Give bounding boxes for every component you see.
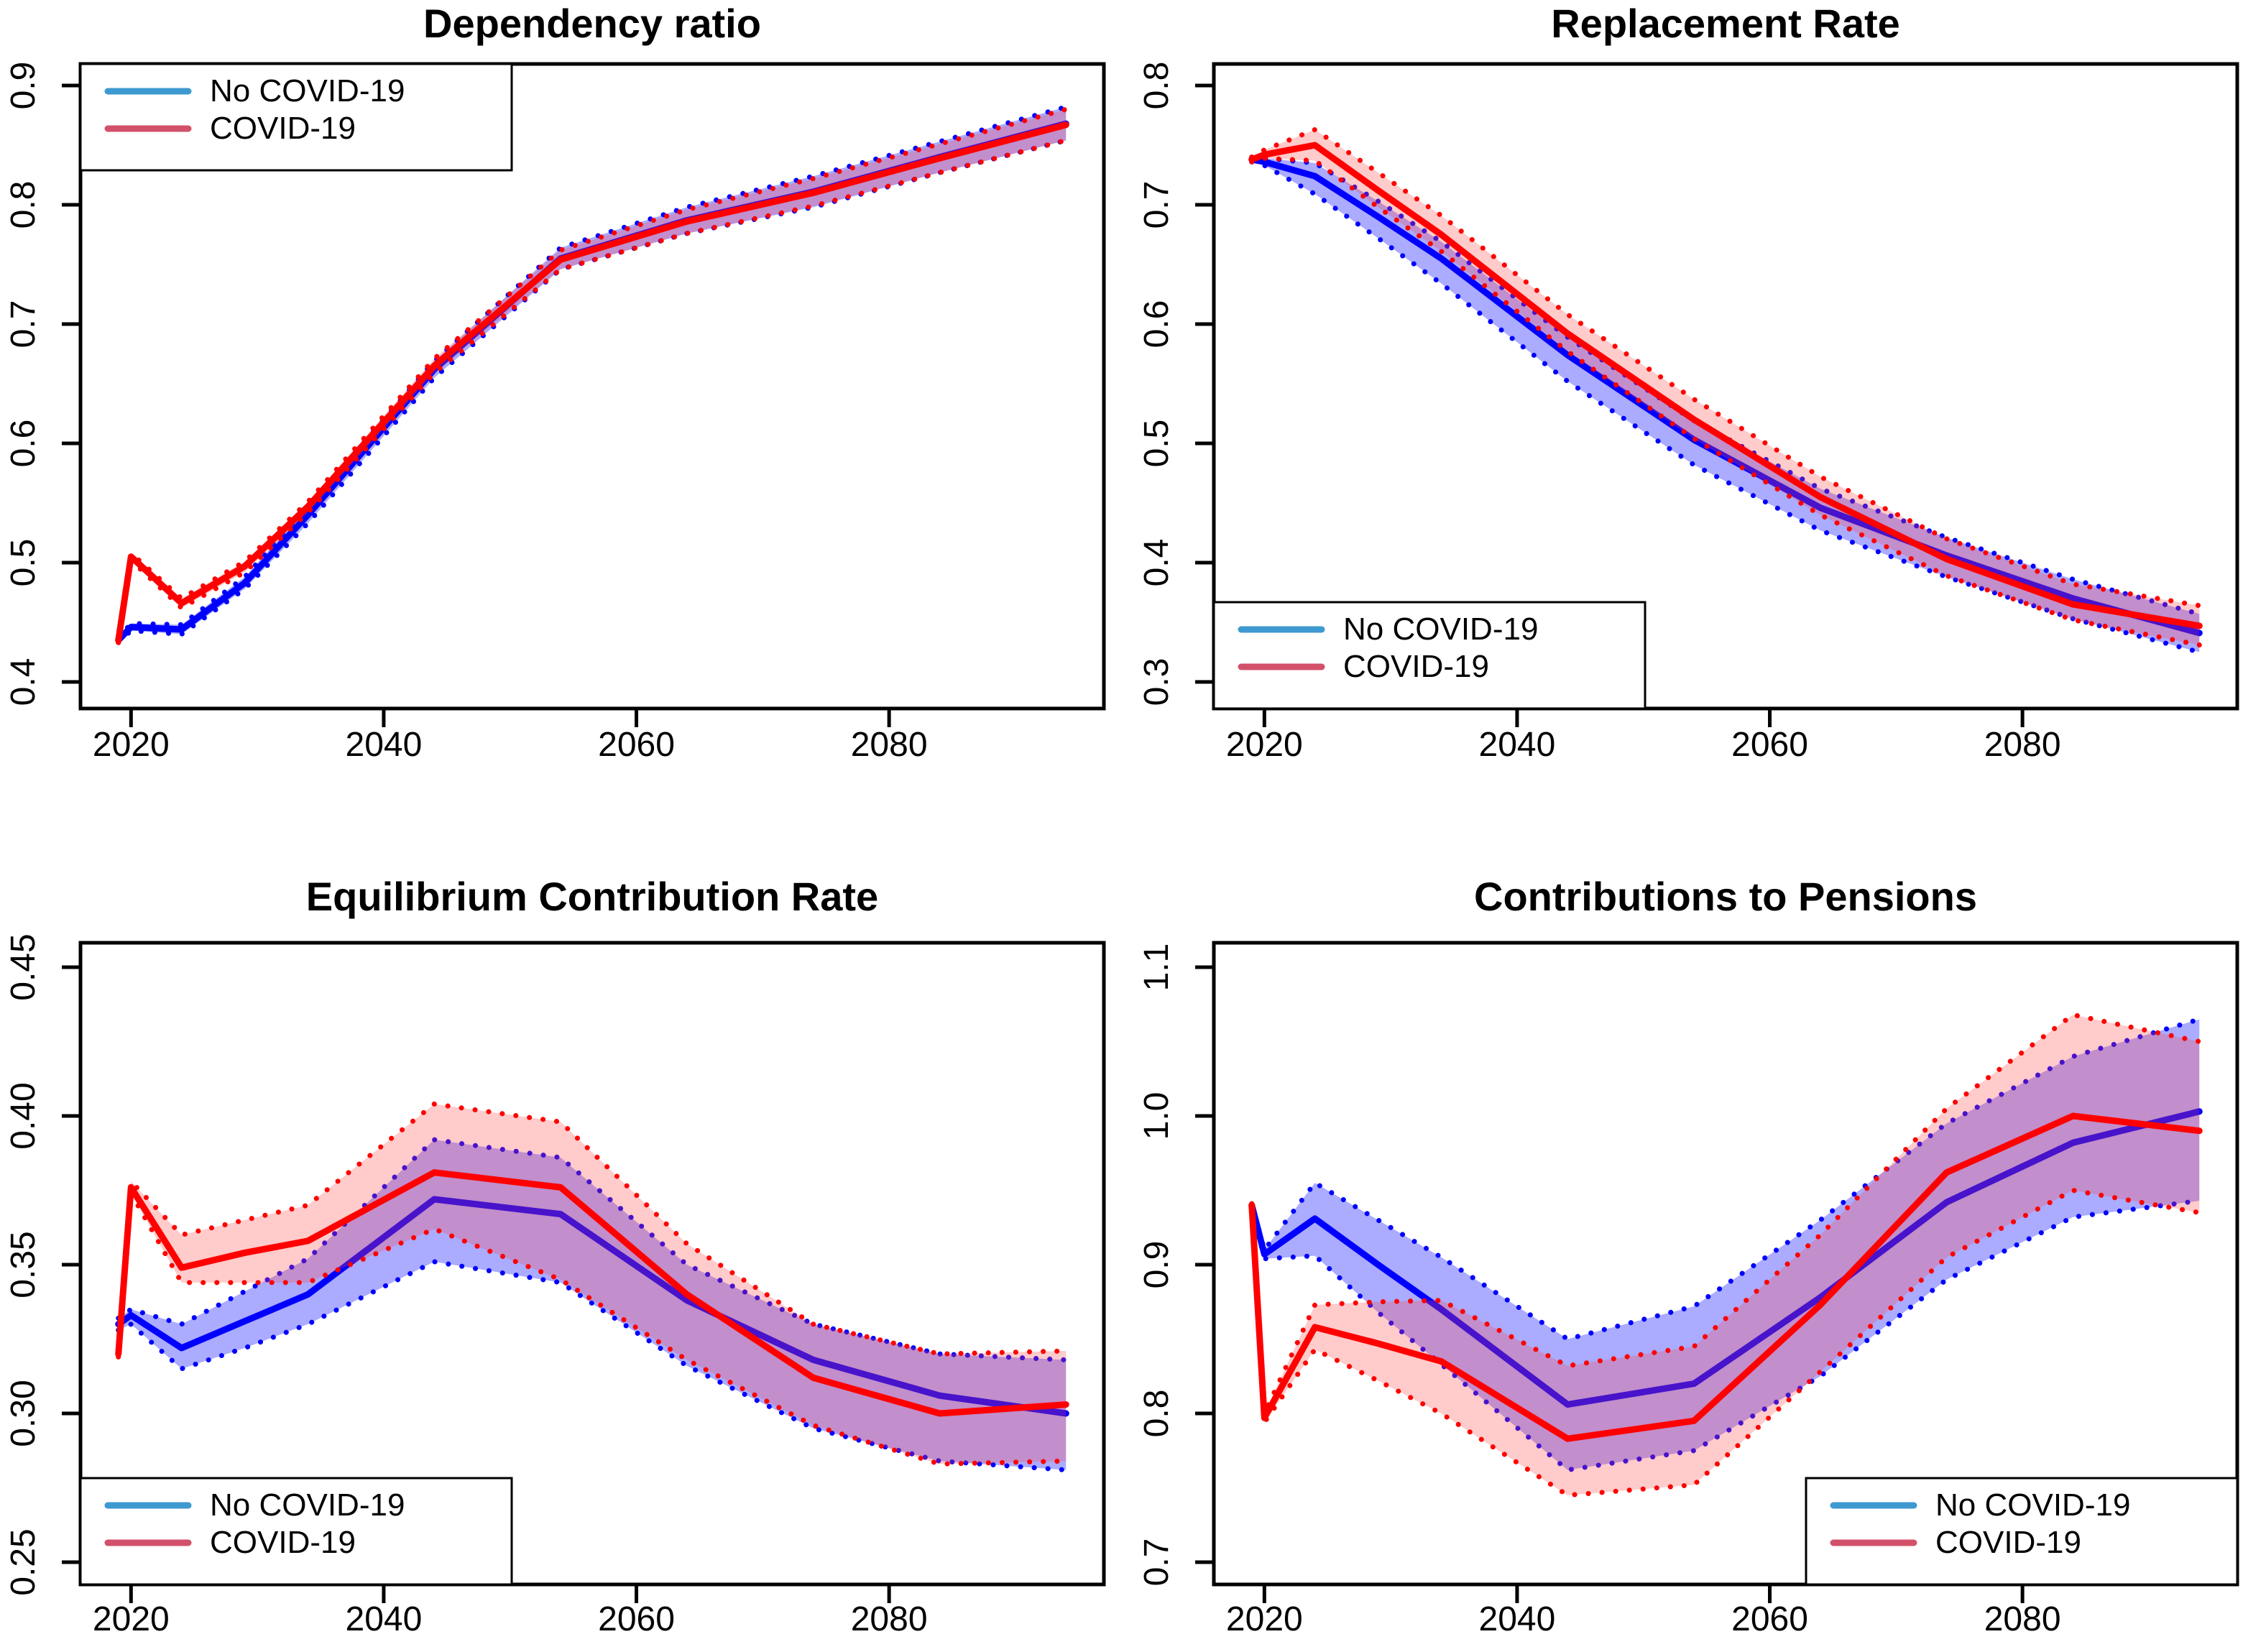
band-upper-dotted-covid <box>116 1101 1069 1357</box>
confidence-band-no-covid <box>1251 157 2200 652</box>
band-upper-dotted-no-covid <box>116 1137 1069 1362</box>
x-tick-label: 2060 <box>598 1600 675 1638</box>
plot-box <box>78 62 1106 711</box>
y-tick-label: 0.4 <box>4 658 42 706</box>
legend-label-no-covid: No COVID-19 <box>210 73 405 109</box>
y-tick-label: 0.35 <box>4 1231 42 1298</box>
y-tick-label: 0.8 <box>4 181 42 229</box>
band-upper-dotted-no-covid <box>1249 1016 2202 1342</box>
plot-box <box>78 941 1106 1587</box>
band-upper-dotted-covid <box>1249 1012 2202 1415</box>
y-tick-label: 0.3 <box>1138 658 1176 706</box>
band-lower-dotted-covid <box>1249 1187 2202 1498</box>
band-lower-dotted-no-covid <box>1249 159 2202 655</box>
replacement-rate-chart: Replacement Rate 2020 2040 2060 2080 0.8 0.7 0.… <box>1138 1 2239 764</box>
panel-title: Equilibrium Contribution Rate <box>306 874 878 919</box>
y-tick-label: 0.6 <box>1138 300 1176 349</box>
legend-box <box>1805 1477 2239 1586</box>
series-line-covid <box>1248 142 2203 629</box>
band-lower-dotted-no-covid <box>116 1259 1069 1473</box>
series-line-no-covid <box>115 1196 1069 1417</box>
panel-dependency-ratio: Dependency ratio 2020 2040 2060 2080 0.9 0.8 0.… <box>0 0 1133 826</box>
legend-label-covid: COVID-19 <box>210 1525 356 1560</box>
confidence-band-no-covid <box>1251 1019 2200 1470</box>
legend-label-covid: COVID-19 <box>1343 649 1489 684</box>
y-tick-label: 0.9 <box>4 62 42 110</box>
y-tick-label: 1.0 <box>1138 1092 1176 1140</box>
equilibrium-contribution-rate-chart: Equilibrium Contribution Rate 2020 2040 206… <box>4 874 1106 1638</box>
x-tick-label: 2020 <box>93 1600 170 1638</box>
series-line-no-covid <box>1248 1108 2203 1408</box>
x-tick-label: 2080 <box>1984 726 2061 764</box>
y-tick-label: 1.1 <box>1138 943 1176 992</box>
legend-label-no-covid: No COVID-19 <box>1343 612 1538 647</box>
panel-title: Dependency ratio <box>423 1 761 46</box>
y-tick-label: 0.40 <box>4 1082 42 1149</box>
y-tick-label: 0.7 <box>1138 1538 1176 1587</box>
x-tick-label: 2080 <box>851 726 928 764</box>
y-tick-label: 0.8 <box>1138 1390 1176 1438</box>
contributions-to-pensions-chart: Contributions to Pensions 2020 2040 2060 208… <box>1138 874 2239 1638</box>
panel-replacement-rate: Replacement Rate 2020 2040 2060 2080 0.8 0.7 0.… <box>1133 0 2266 826</box>
dependency-ratio-chart: Dependency ratio 2020 2040 2060 2080 0.9 0.8 0.… <box>4 1 1106 764</box>
x-tick-label: 2080 <box>1984 1600 2061 1638</box>
legend-box <box>79 1477 513 1586</box>
y-tick-label: 0.5 <box>4 539 42 587</box>
plot-box <box>1212 62 2239 711</box>
confidence-band-covid <box>1251 1015 2200 1495</box>
legend-label-covid: COVID-19 <box>1935 1525 2081 1560</box>
y-tick-label: 0.7 <box>1138 181 1176 229</box>
band-upper-dotted-no-covid <box>116 104 1069 641</box>
y-tick-label: 0.5 <box>1138 420 1176 468</box>
y-tick-label: 0.6 <box>4 420 42 468</box>
x-tick-label: 2060 <box>1731 1600 1808 1638</box>
legend-label-no-covid: No COVID-19 <box>210 1487 405 1523</box>
confidence-band-covid <box>118 1104 1067 1464</box>
panel-title: Replacement Rate <box>1551 1 1900 46</box>
series-line-covid <box>115 1169 1069 1417</box>
x-tick-label: 2020 <box>93 726 170 764</box>
x-tick-label: 2020 <box>1226 726 1303 764</box>
y-tick-label: 0.4 <box>1138 539 1176 587</box>
y-tick-label: 0.8 <box>1138 62 1176 110</box>
series-line-no-covid <box>115 120 1069 644</box>
panel-title: Contributions to Pensions <box>1474 874 1977 919</box>
x-tick-label: 2040 <box>1479 726 1556 764</box>
confidence-band-no-covid <box>118 1140 1067 1470</box>
confidence-band-covid <box>1251 129 2200 645</box>
panel-contributions-to-pensions: Contributions to Pensions 2020 2040 2060 208… <box>1133 826 2266 1652</box>
band-lower-dotted-covid <box>1249 155 2202 648</box>
x-tick-label: 2040 <box>346 1600 423 1638</box>
x-tick-label: 2040 <box>346 726 423 764</box>
x-tick-label: 2060 <box>598 726 675 764</box>
series-line-no-covid <box>1248 156 2203 637</box>
band-lower-dotted-covid <box>116 1184 1069 1467</box>
series-line-covid <box>115 121 1069 644</box>
legend-box <box>1212 601 1646 710</box>
legend-label-covid: COVID-19 <box>210 111 356 146</box>
x-tick-label: 2060 <box>1731 726 1808 764</box>
series-line-covid <box>1248 1112 2203 1442</box>
y-tick-label: 0.45 <box>4 933 42 1000</box>
y-tick-label: 0.25 <box>4 1528 42 1595</box>
legend-box <box>79 63 513 172</box>
x-tick-label: 2020 <box>1226 1600 1303 1638</box>
legend-label-no-covid: No COVID-19 <box>1935 1487 2130 1523</box>
x-tick-label: 2080 <box>851 1600 928 1638</box>
y-tick-label: 0.30 <box>4 1380 42 1446</box>
confidence-band-covid <box>118 109 1067 643</box>
y-tick-label: 0.9 <box>1138 1241 1176 1289</box>
confidence-band-no-covid <box>118 106 1067 643</box>
panel-equilibrium-contribution-rate: Equilibrium Contribution Rate 2020 2040 206… <box>0 826 1133 1652</box>
x-tick-label: 2040 <box>1479 1600 1556 1638</box>
band-upper-dotted-covid <box>1249 126 2202 609</box>
plot-box <box>1212 941 2239 1587</box>
y-tick-label: 0.7 <box>4 300 42 349</box>
